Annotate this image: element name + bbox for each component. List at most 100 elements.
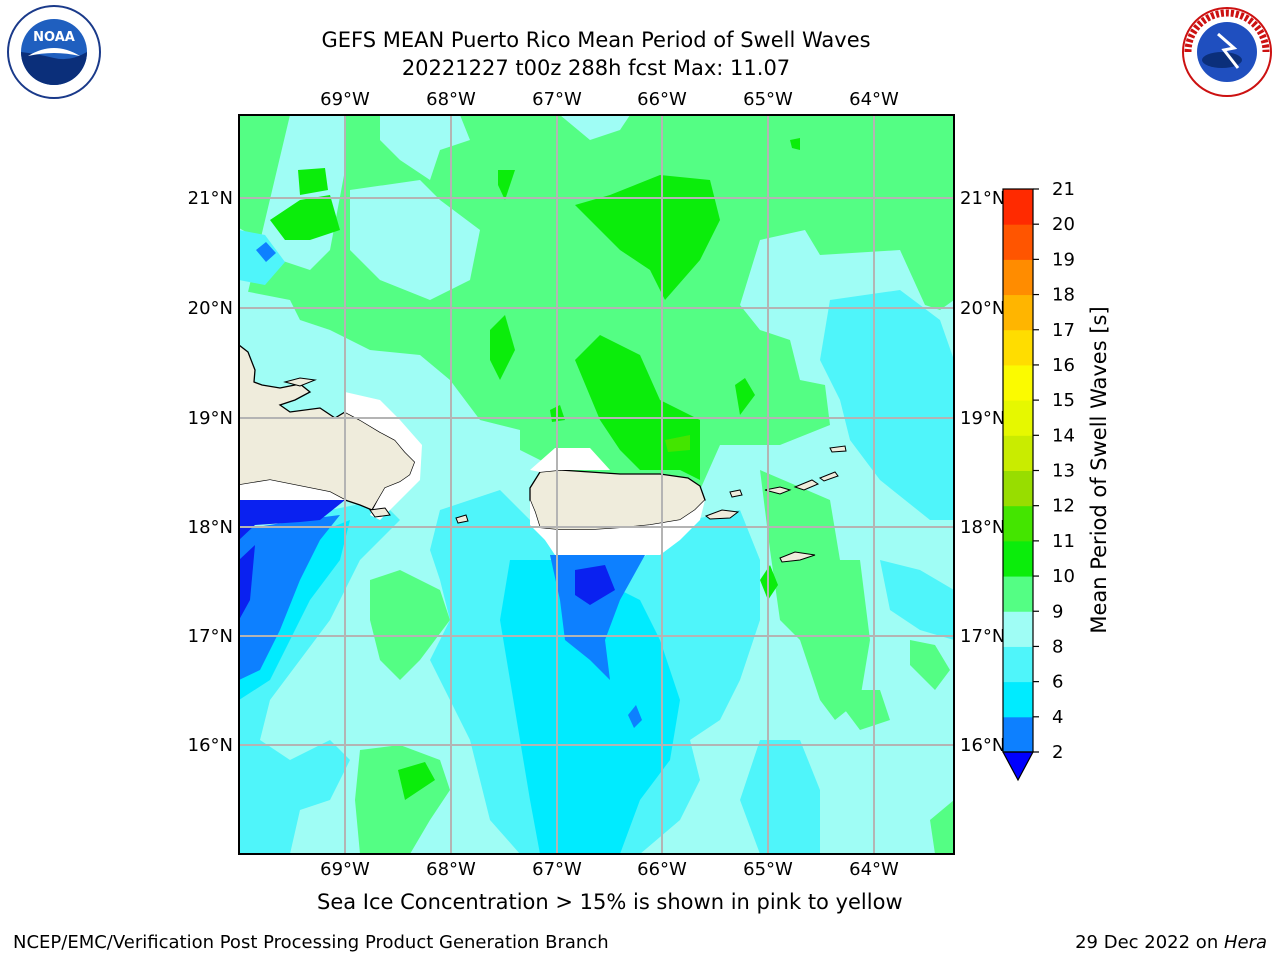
colorbar-tick-label: 14	[1052, 425, 1075, 446]
swell-region-8-9-east	[820, 290, 954, 520]
swell-region-4-6-center	[550, 555, 645, 680]
swell-region-11-12-spot	[665, 435, 690, 452]
swell-region-6-8-center	[500, 560, 680, 854]
colorbar-tick-label: 2	[1052, 742, 1063, 763]
sea-ice-note: Sea Ice Concentration > 15% is shown in …	[317, 890, 903, 914]
land-mask-hispaniola	[345, 392, 422, 520]
run-date-text: 29 Dec 2022 on	[1075, 932, 1224, 953]
lon-label-top: 68°W	[426, 89, 476, 110]
lon-label-bottom: 69°W	[320, 859, 370, 880]
swell-region-9-10-s7	[930, 800, 954, 854]
swell-region-10-11-s1	[398, 762, 435, 800]
lat-label-left: 20°N	[188, 298, 233, 319]
producer-credit: NCEP/EMC/Verification Post Processing Pr…	[13, 932, 609, 953]
colorbar-box	[1003, 716, 1033, 753]
colorbar-box	[1003, 611, 1033, 647]
lat-label-left: 16°N	[188, 735, 233, 756]
lat-label-right: 19°N	[960, 408, 1005, 429]
swell-region-9-10-center	[350, 180, 480, 300]
swell-region-10-11-n2	[298, 168, 328, 195]
swell-region-2-4-sw2	[239, 545, 255, 620]
colorbar-tick-label: 9	[1052, 601, 1063, 622]
colorbar-tick-label: 17	[1052, 320, 1075, 341]
colorbar-box	[1003, 646, 1033, 683]
lat-label-left: 18°N	[188, 517, 233, 538]
colorbar-tick-label: 19	[1052, 249, 1075, 270]
island-tortuga	[283, 377, 317, 387]
map-frame	[238, 114, 955, 855]
chart-subtitle: 20221227 t00z 288h fcst Max: 11.07	[401, 56, 791, 80]
lon-label-top: 69°W	[320, 89, 370, 110]
colorbar-ticks: 2 4 6 8 9 10 11 12 13 14 15 16 17 18 19 20 21	[1033, 179, 1075, 763]
colorbar-box	[1003, 470, 1033, 507]
island-tortola	[793, 479, 820, 491]
swell-region-10-11-n5	[735, 378, 755, 415]
lat-label-left: 17°N	[188, 626, 233, 647]
swell-region-8-9-east-s	[880, 560, 954, 640]
colorbar-box	[1003, 576, 1033, 612]
colorbar-box	[1003, 540, 1033, 577]
colorbar-box	[1003, 189, 1033, 225]
island-vieques	[704, 509, 740, 520]
lon-label-top: 64°W	[849, 89, 899, 110]
swell-region-8-9-sw	[239, 230, 285, 285]
colorbar-tick-label: 10	[1052, 566, 1075, 587]
chart-title: GEFS MEAN Puerto Rico Mean Period of Swe…	[321, 28, 871, 52]
colorbar-tick-label: 15	[1052, 390, 1075, 411]
svg-text:NOAA: NOAA	[33, 30, 75, 45]
colorbar-tick-label: 20	[1052, 214, 1075, 235]
swell-region-10-11-north	[575, 175, 720, 300]
lon-label-bottom: 65°W	[743, 859, 793, 880]
noaa-logo: NOAA	[6, 4, 102, 104]
colorbar-box	[1003, 400, 1033, 436]
lat-label-right: 18°N	[960, 517, 1005, 538]
swell-region-10-11-s3	[790, 138, 800, 150]
land-mask-hispaniola-west	[239, 480, 345, 500]
swell-region-2-4-center	[575, 565, 615, 605]
colorbar-box	[1003, 329, 1033, 366]
colorbar-tick-label: 11	[1052, 531, 1075, 552]
swell-region-4-6-sw	[239, 515, 340, 680]
swell-region-9-10-s4	[910, 640, 950, 690]
colorbar-box	[1003, 505, 1033, 542]
lat-label-right: 17°N	[960, 626, 1005, 647]
colorbar-tick-label: 12	[1052, 496, 1075, 517]
swell-region-2-4-sw	[239, 500, 345, 540]
swell-region-9-10-s1	[370, 570, 450, 680]
swell-region-4-6-dot	[628, 705, 642, 728]
island-anegada	[829, 445, 847, 453]
colorbar-box	[1003, 259, 1033, 296]
lon-label-bottom: 66°W	[637, 859, 687, 880]
lat-label-left: 19°N	[188, 408, 233, 429]
swell-region-4-6-nw	[256, 242, 276, 262]
swell-region-8-9-se-s	[740, 740, 820, 854]
colorbar-tick-label: 4	[1052, 707, 1063, 728]
run-date: 29 Dec 2022 on Hera	[1075, 932, 1267, 953]
swell-region-9-10-s5	[840, 690, 890, 730]
colorbar-underflow-arrow	[1001, 751, 1035, 782]
colorbar-tick-label: 13	[1052, 461, 1075, 482]
swell-region-9-10-se	[760, 470, 870, 720]
island-mona	[455, 514, 469, 524]
colorbar-box	[1003, 294, 1033, 331]
lon-label-bottom: 68°W	[426, 859, 476, 880]
colorbar-tick-label: 21	[1052, 179, 1075, 200]
lat-label-right: 21°N	[960, 188, 1005, 209]
island-st-thomas	[764, 486, 792, 495]
colorbar-tick-label: 16	[1052, 355, 1075, 376]
map-gridlines	[239, 115, 954, 854]
lon-label-top: 65°W	[743, 89, 793, 110]
colorbar-tick-label: 8	[1052, 636, 1063, 657]
colorbar-box	[1003, 435, 1033, 471]
island-virgin-gorda	[818, 471, 839, 482]
colorbar-box	[1003, 224, 1033, 260]
colorbar-label: Mean Period of Swell Waves [s]	[1087, 306, 1111, 633]
colorbar-box	[1003, 681, 1033, 718]
island-saona	[369, 507, 391, 518]
lon-label-top: 67°W	[532, 89, 582, 110]
colorbar-boxes	[1003, 189, 1033, 753]
national-weather-service-logo	[1178, 4, 1276, 104]
lat-label-right: 20°N	[960, 298, 1005, 319]
